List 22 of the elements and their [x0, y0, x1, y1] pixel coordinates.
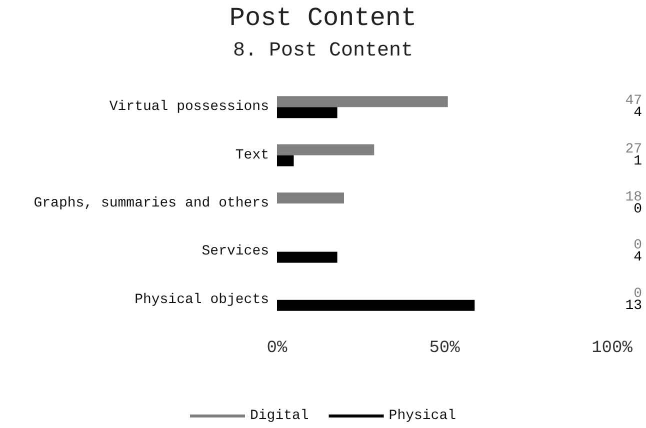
bar	[277, 155, 294, 166]
x-tick-label: 0%	[266, 339, 288, 358]
x-tick-label: 50%	[429, 339, 461, 358]
bar	[277, 300, 475, 311]
y-tick-label: Physical objects	[134, 292, 269, 308]
y-tick-label: Graphs, summaries and others	[34, 196, 269, 212]
text: 1	[634, 153, 642, 170]
y-tick-label: Services	[202, 244, 269, 260]
bar	[277, 192, 344, 204]
y-tick-label: Virtual possessions	[109, 99, 269, 116]
bar	[277, 96, 448, 108]
y-tick-label: Text	[235, 147, 269, 164]
text: 13	[625, 298, 642, 314]
x-tick-label: 100%	[592, 339, 634, 358]
legend-label: Digital	[250, 408, 309, 424]
bar	[277, 107, 338, 118]
chart-title: Post Content	[229, 3, 417, 33]
bar	[277, 252, 338, 263]
text: 0	[634, 202, 642, 218]
bar	[277, 144, 374, 156]
legend-label: Physical	[388, 408, 456, 424]
chart-subtitle: 8. Post Content	[232, 40, 414, 62]
